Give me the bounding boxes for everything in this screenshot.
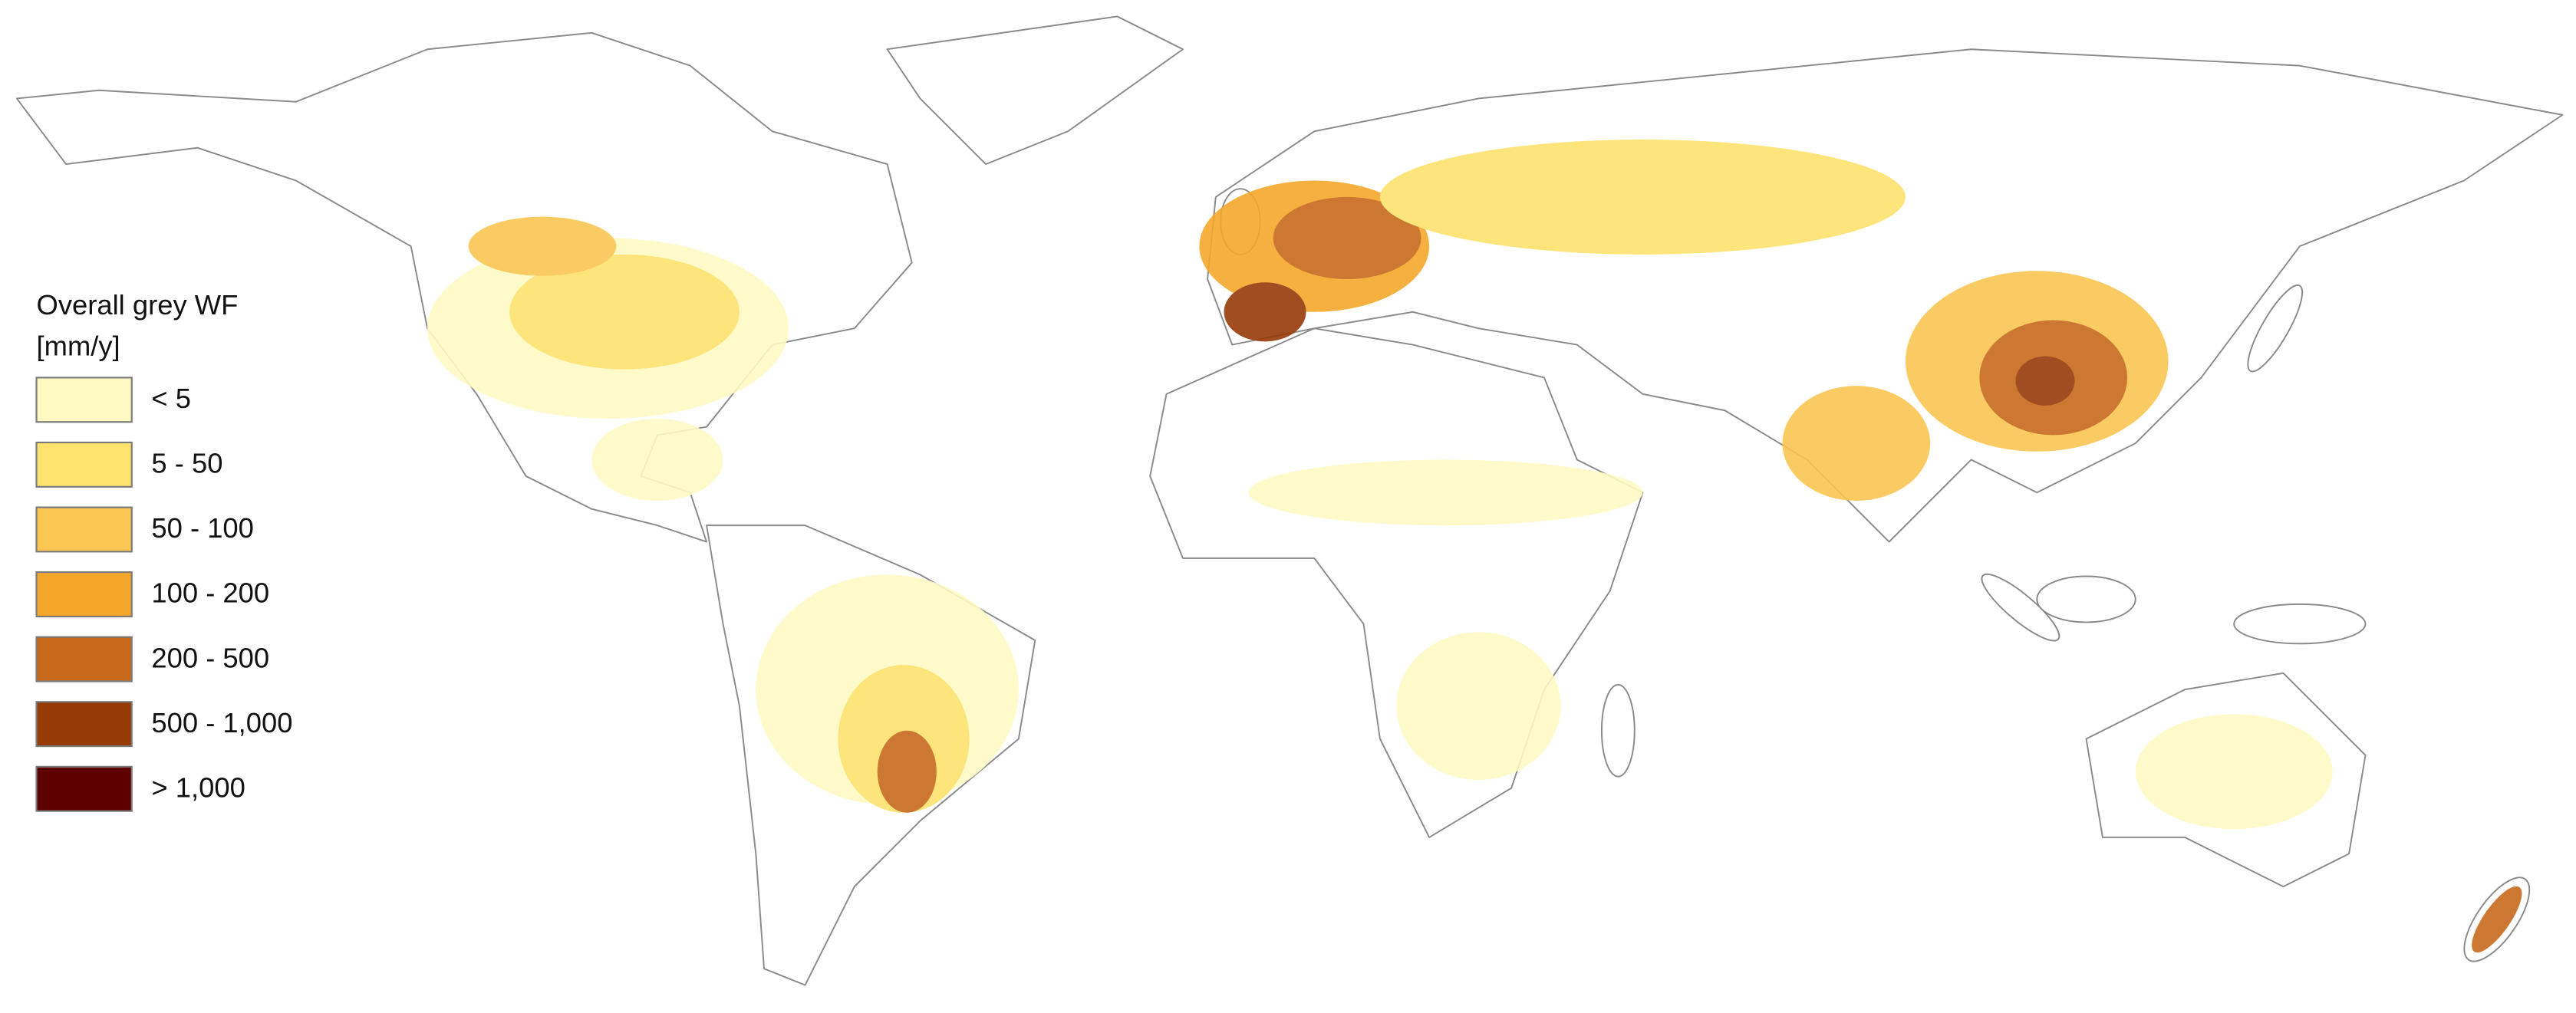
legend-title: Overall grey WF [37, 289, 239, 321]
africa [1149, 327, 1644, 838]
legend-swatch [35, 765, 133, 812]
greenland [886, 15, 1184, 166]
legend-swatch [35, 701, 133, 748]
borneo [2036, 575, 2136, 623]
legend: Overall grey WF [mm/y] < 5 5 - 50 50 - 100… [35, 289, 292, 812]
new-guinea [2233, 603, 2367, 645]
legend-swatch [35, 571, 133, 618]
legend-unit: [mm/y] [37, 331, 120, 362]
legend-label: 50 - 100 [151, 512, 253, 544]
legend-swatch [35, 441, 133, 488]
legend-swatch [35, 506, 133, 553]
legend-label: 500 - 1,000 [151, 707, 292, 738]
sumatra [1981, 573, 2060, 642]
legend-label: < 5 [151, 383, 191, 414]
japan [2247, 284, 2304, 373]
legend-label: 5 - 50 [151, 448, 222, 479]
legend-label: 100 - 200 [151, 577, 269, 609]
legend-label: 200 - 500 [151, 642, 269, 673]
grey-wf-shading [427, 139, 2522, 953]
legend-swatch [35, 377, 133, 423]
legend-swatch [35, 636, 133, 682]
madagascar [1600, 683, 1636, 778]
legend-label: > 1,000 [151, 771, 245, 803]
